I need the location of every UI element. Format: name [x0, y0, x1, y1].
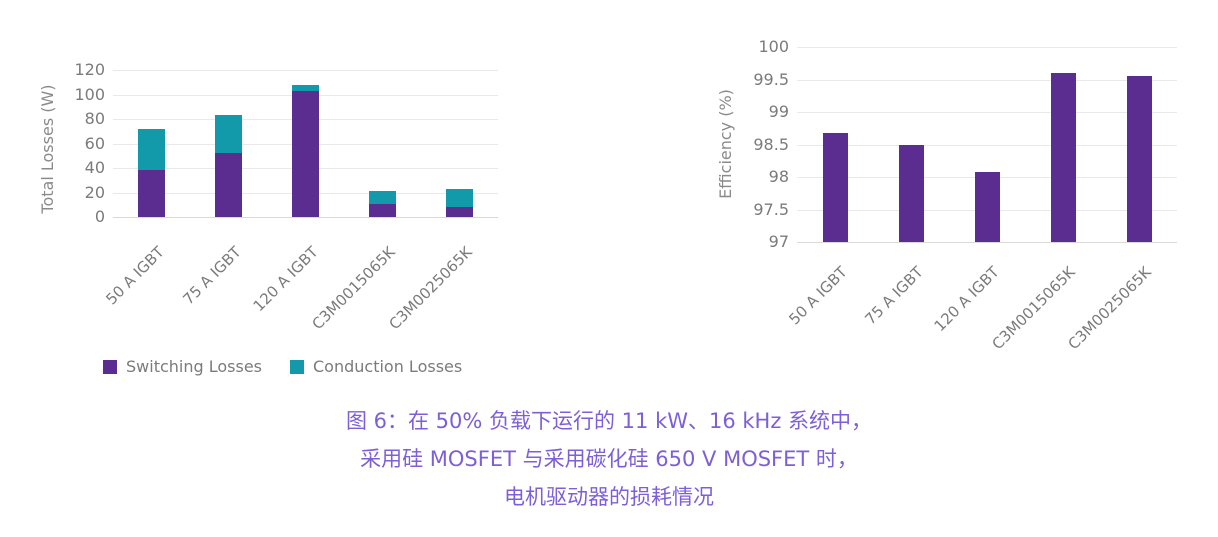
- bar-switching-losses: [138, 170, 165, 217]
- efficiency-plot-area: 97 97.5 98 98.5 99 99.5 100 50 A IGBT 75 A IGBT 1…: [753, 38, 1177, 353]
- legend-item-conduction-losses: Conduction Losses: [290, 357, 462, 376]
- bar-conduction-losses: [292, 84, 319, 91]
- legend-label-conduction-losses: Conduction Losses: [313, 357, 463, 376]
- y-tick-label: 100: [758, 37, 789, 56]
- gridline: [797, 47, 1177, 48]
- bar-conduction-losses: [369, 191, 396, 204]
- caption-line-3: 电机驱动器的损耗情况: [504, 485, 714, 509]
- bar-switching-losses: [369, 203, 396, 217]
- y-tick-label: 0: [94, 207, 105, 226]
- bar-switching-losses: [215, 153, 242, 217]
- caption-line-2: 采用硅 MOSFET 与采用碳化硅 650 V MOSFET 时，: [360, 447, 858, 471]
- y-tick-label: 40: [84, 158, 105, 177]
- bar-efficiency: [898, 144, 924, 242]
- bar-efficiency: [974, 172, 1000, 242]
- bar-efficiency: [1050, 73, 1076, 242]
- gridline: [797, 79, 1177, 81]
- y-tick-label: 60: [84, 133, 105, 153]
- y-tick-label: 99: [768, 102, 789, 121]
- switching-losses-swatch-icon: [103, 359, 117, 374]
- figure-caption: 图 6：在 50% 负载下运行的 11 kW、16 kHz 系统中， 采用硅 M…: [0, 402, 1218, 516]
- legend-label-switching-losses: Switching Losses: [126, 357, 262, 376]
- gridline: [797, 242, 1177, 243]
- y-tick-label: 100: [74, 84, 105, 104]
- y-tick-label: 98.5: [753, 134, 789, 154]
- y-tick-label: 20: [84, 182, 105, 202]
- y-tick-label: 120: [74, 60, 105, 79]
- bar-efficiency: [822, 133, 848, 242]
- gridline: [797, 112, 1177, 113]
- bar-conduction-losses: [138, 128, 165, 171]
- y-tick-label: 99.5: [753, 69, 789, 89]
- gridline: [797, 144, 1177, 146]
- bar-conduction-losses: [215, 115, 242, 154]
- gridline: [113, 217, 498, 218]
- caption-line-1: 图 6：在 50% 负载下运行的 11 kW、16 kHz 系统中，: [345, 409, 873, 433]
- bar-switching-losses: [446, 207, 473, 217]
- y-tick-label: 97.5: [753, 199, 789, 219]
- total-losses-plot-area: 0 20 40 60 80 100 120 50 A IGBT 75 A IGBT 120 A I…: [74, 61, 498, 333]
- y-tick-label: 80: [84, 109, 105, 128]
- bar-switching-losses: [292, 90, 319, 217]
- conduction-losses-swatch-icon: [290, 359, 304, 374]
- y-tick-label: 97: [768, 232, 789, 251]
- bar-conduction-losses: [446, 188, 473, 208]
- y-tick-label: 98: [768, 167, 789, 186]
- losses-legend: Switching Losses Conduction Losses: [103, 357, 462, 376]
- bar-efficiency: [1126, 76, 1152, 242]
- gridline: [113, 70, 498, 71]
- legend-item-switching-losses: Switching Losses: [103, 357, 262, 376]
